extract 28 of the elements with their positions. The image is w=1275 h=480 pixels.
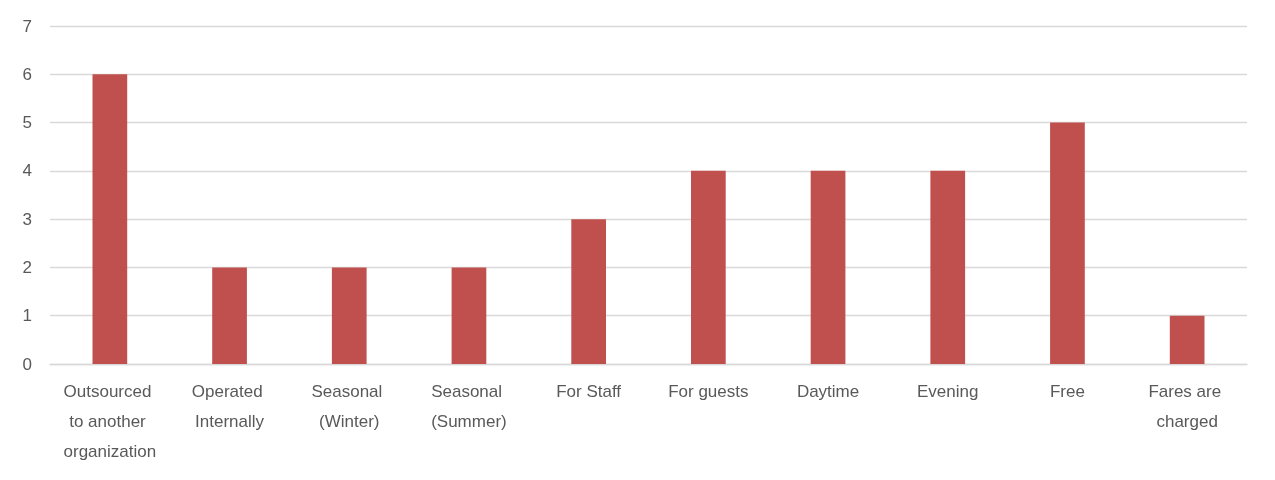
bar: [451, 267, 487, 364]
bar: [810, 170, 846, 364]
bar: [930, 170, 966, 364]
bar: [212, 267, 247, 364]
bar: [571, 219, 607, 364]
bar: [92, 74, 128, 364]
x-tick-label: Operated Internally: [191, 381, 268, 431]
x-tick-label: Outsourced to another organization: [63, 381, 157, 461]
x-tick-label: Seasonal (Summer): [431, 381, 507, 431]
x-tick-label: For guests: [668, 381, 749, 401]
y-tick-label: 6: [22, 64, 32, 84]
x-tick-label: Evening: [917, 381, 979, 401]
y-tick-label: 4: [22, 161, 32, 181]
bar: [690, 170, 726, 364]
y-tick-label: 2: [22, 257, 32, 277]
bar: [1050, 122, 1085, 364]
y-tick-label: 3: [22, 209, 32, 229]
y-tick-label: 5: [22, 113, 32, 133]
x-tick-label: Daytime: [796, 381, 860, 401]
bar: [331, 267, 367, 364]
y-tick-label: 7: [22, 16, 32, 36]
x-tick-label: For Staff: [556, 381, 622, 401]
bar: [1169, 315, 1205, 364]
x-tick-label: Free: [1049, 381, 1085, 401]
x-tick-label: Seasonal (Winter): [311, 381, 388, 431]
y-tick-label: 0: [22, 354, 32, 374]
x-tick-label: Fares are charged: [1148, 381, 1226, 431]
y-tick-label: 1: [22, 306, 32, 326]
